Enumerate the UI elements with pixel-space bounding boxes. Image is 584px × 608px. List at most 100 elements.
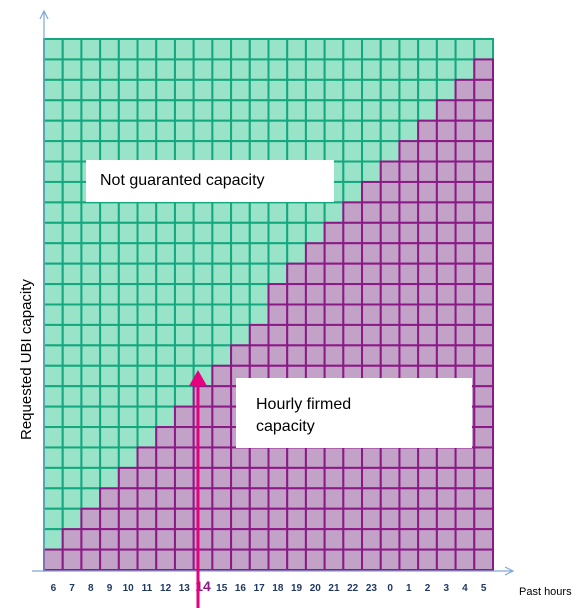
not-guaranteed-cell: [379, 119, 401, 143]
firmed-cell: [136, 466, 158, 490]
firmed-cell: [192, 548, 214, 571]
not-guaranteed-cell: [61, 303, 83, 326]
firmed-cell: [267, 487, 289, 510]
firmed-cell: [379, 344, 401, 367]
hour-tick-label: 5: [481, 583, 487, 594]
firmed-cell: [211, 507, 233, 531]
firmed-cell: [435, 323, 457, 347]
not-guaranteed-cell: [361, 78, 382, 102]
hour-tick-label: 16: [235, 583, 247, 594]
firmed-cell: [192, 426, 214, 449]
firmed-cell: [454, 262, 476, 286]
not-guaranteed-cell: [248, 99, 270, 122]
firmed-cell: [342, 466, 364, 490]
not-guaranteed-cell: [361, 160, 382, 183]
firmed-cell: [267, 344, 289, 367]
not-guaranteed-cell: [248, 140, 270, 163]
not-guaranteed-cell: [230, 262, 251, 286]
not-guaranteed-cell: [379, 78, 401, 102]
not-guaranteed-cell: [342, 140, 364, 163]
not-guaranteed-cell: [379, 140, 401, 163]
not-guaranteed-cell: [61, 323, 83, 347]
firmed-cell: [192, 507, 214, 531]
not-guaranteed-cell: [80, 201, 102, 224]
firmed-cell: [361, 548, 382, 571]
not-guaranteed-cell: [117, 323, 139, 347]
not-guaranteed-cell: [61, 385, 83, 408]
not-guaranteed-cell: [117, 405, 139, 429]
not-guaranteed-cell: [304, 38, 326, 61]
not-guaranteed-cell: [80, 283, 102, 306]
not-guaranteed-cell: [304, 99, 326, 122]
not-guaranteed-cell: [61, 160, 83, 183]
firmed-cell: [454, 180, 476, 204]
firmed-cell: [398, 283, 420, 306]
firmed-cell: [473, 140, 494, 163]
firmed-cell: [192, 405, 214, 429]
firmed-cell: [379, 548, 401, 571]
firmed-cell: [454, 323, 476, 347]
not-guaranteed-cell: [117, 78, 139, 102]
not-guaranteed-cell: [173, 201, 195, 224]
firmed-cell: [211, 446, 233, 469]
not-guaranteed-cell: [192, 242, 214, 265]
not-guaranteed-cell: [117, 242, 139, 265]
not-guaranteed-cell: [43, 180, 64, 204]
not-guaranteed-cell: [43, 446, 64, 469]
firmed-cell: [323, 221, 345, 245]
not-guaranteed-cell: [230, 201, 251, 224]
firmed-cell: [192, 466, 214, 490]
not-guaranteed-cell: [136, 405, 158, 429]
not-guaranteed-cell: [211, 242, 233, 265]
firmed-cell: [173, 405, 195, 429]
not-guaranteed-cell: [398, 99, 420, 122]
firmed-cell: [173, 507, 195, 531]
not-guaranteed-cell: [117, 426, 139, 449]
not-guaranteed-cell: [361, 140, 382, 163]
firmed-cell: [173, 466, 195, 490]
not-guaranteed-cell: [61, 262, 83, 286]
firmed-cell: [454, 303, 476, 326]
firmed-cell: [379, 446, 401, 469]
firmed-cell: [454, 528, 476, 551]
not-guaranteed-cell: [61, 140, 83, 163]
not-guaranteed-cell: [248, 242, 270, 265]
firmed-cell: [342, 262, 364, 286]
not-guaranteed-cell: [417, 99, 438, 122]
not-guaranteed-cell: [192, 201, 214, 224]
not-guaranteed-cell: [417, 58, 438, 81]
firmed-cell: [286, 262, 307, 286]
firmed-cell: [454, 548, 476, 571]
not-guaranteed-cell: [80, 78, 102, 102]
firmed-cell: [417, 446, 438, 469]
not-guaranteed-cell: [155, 283, 176, 306]
firmed-cell: [211, 528, 233, 551]
not-guaranteed-cell: [155, 119, 176, 143]
firmed-cell: [136, 548, 158, 571]
not-guaranteed-cell: [43, 405, 64, 429]
not-guaranteed-cell: [99, 283, 120, 306]
not-guaranteed-cell: [99, 78, 120, 102]
not-guaranteed-cell: [155, 344, 176, 367]
hour-tick-label: 1: [406, 583, 412, 594]
not-guaranteed-cell: [248, 38, 270, 61]
firmed-cell: [398, 160, 420, 183]
not-guaranteed-cell: [61, 283, 83, 306]
not-guaranteed-cell: [192, 38, 214, 61]
not-guaranteed-cell: [323, 58, 345, 81]
firmed-cell: [417, 283, 438, 306]
firmed-cell: [454, 487, 476, 510]
not-guaranteed-cell: [136, 140, 158, 163]
firmed-cell: [286, 323, 307, 347]
firmed-cell: [230, 466, 251, 490]
not-guaranteed-cell: [117, 446, 139, 469]
not-guaranteed-cell: [398, 119, 420, 143]
firmed-cell: [248, 323, 270, 347]
hour-tick-label: 4: [462, 583, 468, 594]
not-guaranteed-cell: [99, 262, 120, 286]
not-guaranteed-cell: [155, 38, 176, 61]
not-guaranteed-cell: [80, 385, 102, 408]
not-guaranteed-cell: [435, 38, 457, 61]
not-guaranteed-cell: [43, 140, 64, 163]
not-guaranteed-cell: [192, 78, 214, 102]
